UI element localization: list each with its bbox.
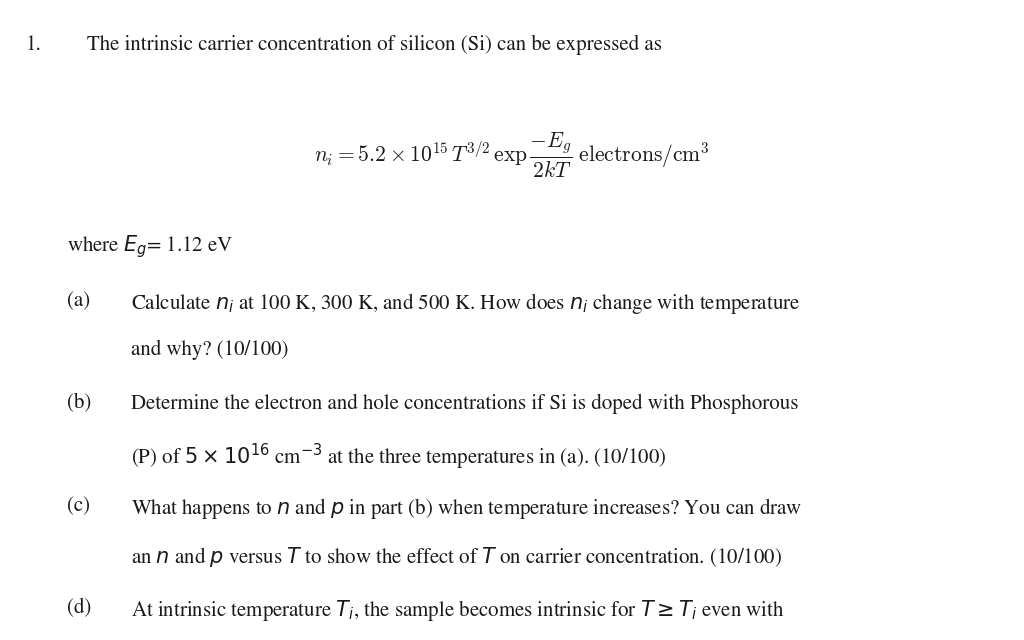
Text: (P) of $5\times10^{16}$ cm$^{-3}$ at the three temperatures in (a). (10/100): (P) of $5\times10^{16}$ cm$^{-3}$ at the… — [131, 442, 667, 472]
Text: At intrinsic temperature $T_i$, the sample becomes intrinsic for $T \geq T_i$ ev: At intrinsic temperature $T_i$, the samp… — [131, 598, 784, 623]
Text: an $n$ and $p$ versus $T$ to show the effect of $T$ on carrier concentration. (1: an $n$ and $p$ versus $T$ to show the ef… — [131, 545, 782, 569]
Text: where $E_g$= 1.12 eV: where $E_g$= 1.12 eV — [67, 234, 232, 260]
Text: The intrinsic carrier concentration of silicon (Si) can be expressed as: The intrinsic carrier concentration of s… — [87, 35, 663, 56]
Text: (a): (a) — [67, 291, 90, 311]
Text: 1.: 1. — [26, 35, 42, 55]
Text: $n_i = 5.2\times10^{15}\,T^{3/2}\,\mathrm{exp}\,\dfrac{-E_g}{2kT}\;\mathrm{elect: $n_i = 5.2\times10^{15}\,T^{3/2}\,\mathr… — [314, 131, 710, 180]
Text: Calculate $n_i$ at 100 K, 300 K, and 500 K. How does $n_i$ change with temperatu: Calculate $n_i$ at 100 K, 300 K, and 500… — [131, 291, 801, 316]
Text: (d): (d) — [67, 598, 91, 618]
Text: and why? (10/100): and why? (10/100) — [131, 340, 289, 360]
Text: Determine the electron and hole concentrations if Si is doped with Phosphorous: Determine the electron and hole concentr… — [131, 394, 799, 414]
Text: (c): (c) — [67, 496, 89, 516]
Text: What happens to $n$ and $p$ in part (b) when temperature increases? You can draw: What happens to $n$ and $p$ in part (b) … — [131, 496, 803, 521]
Text: (b): (b) — [67, 394, 91, 413]
